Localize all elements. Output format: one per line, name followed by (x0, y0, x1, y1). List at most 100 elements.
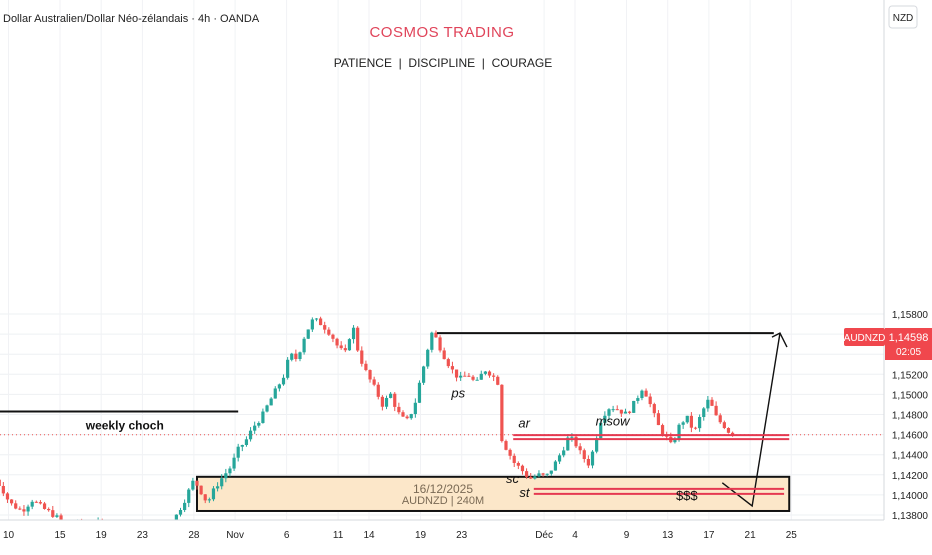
annotation-label-msow: msow (596, 414, 632, 429)
candle-body (508, 449, 512, 456)
candle-body (562, 450, 566, 456)
candle-body (557, 455, 562, 462)
candle-body (693, 427, 698, 429)
candle-body (323, 325, 327, 330)
candle-body (294, 353, 298, 360)
candle-body (578, 446, 582, 451)
symbol-title: Dollar Australien/Dollar Néo-zélandais ·… (3, 13, 260, 25)
time-tick-label: 25 (786, 530, 798, 541)
candle-body (487, 371, 492, 376)
price-tick-label: 1,14200 (892, 471, 929, 482)
support-lines (533, 487, 785, 495)
candle-body (191, 480, 195, 490)
candle-body (393, 393, 397, 407)
time-tick-label: 21 (745, 530, 757, 541)
candle-body (224, 473, 228, 479)
candle-body (681, 422, 685, 425)
candle-body (615, 409, 619, 411)
candle-body (599, 422, 603, 439)
projection-path[interactable] (721, 332, 781, 508)
candle-body (483, 371, 487, 374)
candle-body (306, 329, 310, 339)
price-tick-label: 1,14000 (892, 491, 929, 502)
zone-symbol-label: AUDNZD | 240M (402, 495, 484, 507)
candle-body (389, 393, 393, 398)
candle-body (30, 501, 34, 507)
currency-button[interactable] (888, 5, 918, 29)
last-price-tag (885, 328, 932, 360)
candle-body (611, 409, 615, 411)
price-tick-label: 1,14600 (892, 431, 929, 442)
candle-body (512, 455, 516, 463)
candle-body (203, 494, 207, 501)
candle-body (405, 416, 409, 419)
candle-body (38, 502, 43, 504)
candle-body (442, 350, 446, 360)
candle-body (360, 350, 364, 364)
annotation-label-sc: sc (506, 471, 520, 486)
zone-date-label: 16/12/2025 (413, 482, 473, 496)
candle-body (603, 415, 607, 423)
annotation-label-dollardollardollar: $$$ (676, 488, 698, 503)
candle-body (463, 375, 467, 377)
candle-body (384, 397, 389, 407)
currency-label: NZD (893, 13, 914, 24)
candle-body (471, 376, 475, 380)
candle-body (541, 473, 545, 475)
price-tick-label: 1,14800 (892, 411, 929, 422)
candle-body (698, 417, 702, 429)
price-tick-label: 1,13800 (892, 511, 929, 522)
candle-body (277, 384, 281, 389)
candle-body (1, 485, 5, 494)
time-scale[interactable] (0, 520, 932, 550)
time-tick-label: 23 (137, 530, 149, 541)
candle-body (500, 384, 504, 442)
price-tick-label: 1,15800 (892, 310, 929, 321)
grid (0, 0, 884, 520)
candle-body (220, 478, 224, 487)
time-tick-label: 23 (456, 530, 468, 541)
candle-body (376, 384, 380, 397)
candle-body (722, 422, 726, 429)
candle-body (364, 363, 368, 371)
candle-body (34, 501, 38, 503)
candle-body (632, 400, 636, 413)
candle-body (347, 339, 352, 351)
price-scale[interactable] (884, 0, 932, 550)
time-tick-label: 13 (662, 530, 674, 541)
candle-body (426, 349, 430, 367)
candle-body (520, 465, 525, 472)
time-tick-label: 11 (333, 530, 344, 541)
candle-body (504, 441, 508, 450)
symbol-tag (844, 328, 885, 346)
candle-body (586, 458, 590, 466)
time-tick-label: 14 (363, 530, 375, 541)
candle-body (380, 396, 384, 407)
candle-body (199, 485, 203, 495)
candle-body (51, 510, 55, 517)
annotation-label-st: st (519, 485, 531, 500)
candle-body (656, 413, 661, 426)
candle-body (281, 377, 286, 385)
candle-body (710, 399, 714, 406)
price-tick-label: 1,15000 (892, 390, 929, 401)
time-tick-label: 28 (188, 530, 200, 541)
weekly-choch-label: weekly choch (85, 418, 164, 432)
time-tick-label: Déc (535, 530, 553, 541)
candle-body (178, 510, 183, 515)
candle-body (372, 379, 376, 385)
time-tick-label: 9 (624, 530, 630, 541)
candle-body (467, 375, 471, 377)
watermark-subtitle: PATIENCE | DISCIPLINE | COURAGE (334, 56, 553, 70)
candle-body (673, 440, 677, 443)
candle-body (648, 396, 652, 405)
candle-body (9, 499, 14, 504)
candle-body (644, 390, 648, 397)
candle-body (240, 445, 244, 447)
candle-body (689, 415, 693, 428)
candle-body (215, 486, 220, 489)
